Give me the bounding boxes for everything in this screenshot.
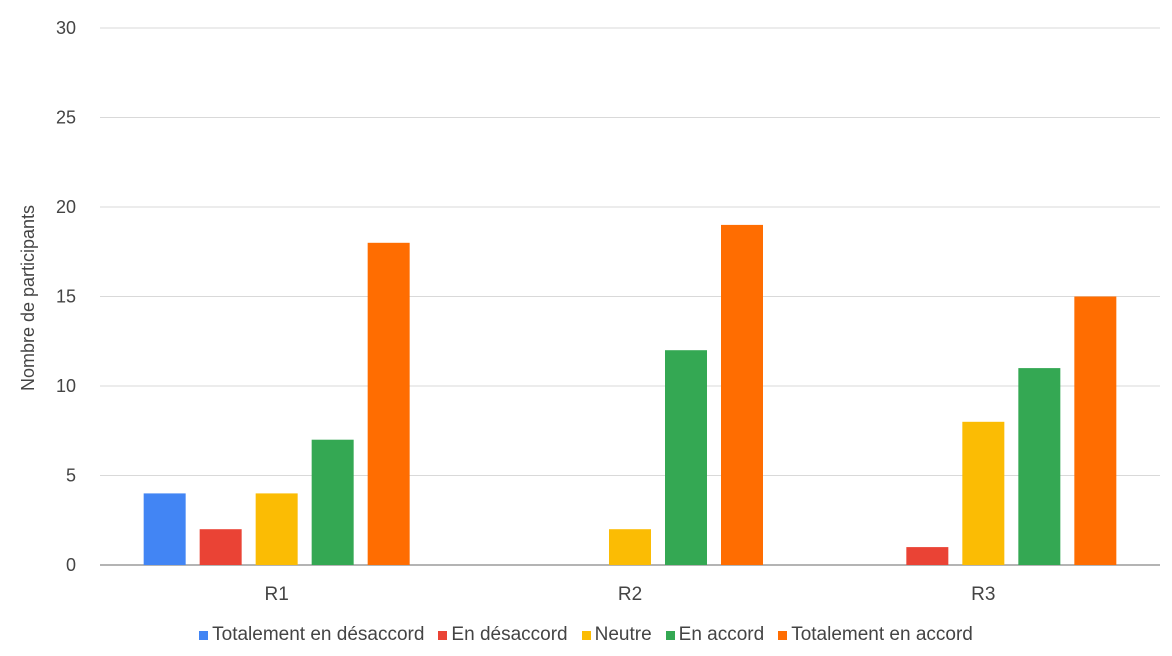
- x-axis-tick-labels: R1 R2 R3: [265, 584, 996, 605]
- legend-item: Totalement en désaccord: [199, 624, 424, 646]
- legend-swatch: [581, 630, 591, 640]
- bar: [962, 421, 1005, 565]
- y-tick-label: 0: [66, 555, 76, 575]
- bar: [143, 493, 186, 565]
- legend-swatch: [438, 630, 448, 640]
- bar: [609, 529, 651, 565]
- legend-swatch: [778, 630, 788, 640]
- legend-label: Totalement en désaccord: [212, 624, 425, 645]
- legend-swatch: [199, 630, 209, 640]
- bar: [199, 529, 242, 565]
- bar: [906, 547, 949, 565]
- bar: [665, 350, 707, 565]
- bar: [1018, 368, 1061, 565]
- legend-item: Neutre: [581, 624, 652, 646]
- bars: [143, 224, 1117, 566]
- legend-label: Neutre: [594, 624, 652, 645]
- y-tick-label: 5: [66, 466, 76, 486]
- legend: Totalement en désaccord En désaccord Neutr…: [0, 622, 1172, 648]
- y-tick-label: 25: [56, 108, 76, 128]
- x-tick-label: R3: [971, 584, 995, 605]
- legend-swatch: [665, 630, 675, 640]
- legend-item: En accord: [665, 624, 765, 646]
- legend-label: En désaccord: [451, 624, 568, 645]
- x-tick-label: R2: [618, 584, 642, 605]
- bar: [255, 493, 298, 565]
- bar: [1074, 296, 1117, 565]
- bar: [311, 439, 354, 565]
- legend-label: Totalement en accord: [791, 624, 973, 645]
- y-tick-label: 15: [56, 287, 76, 307]
- y-axis-tick-labels: 0 5 10 15 20 25 30: [56, 18, 76, 575]
- bar-chart: 0 5 10 15 20 25 30 R1 R2 R3 Nombre de participan…: [18, 18, 1160, 605]
- bar: [367, 242, 410, 566]
- legend-item: En désaccord: [438, 624, 568, 646]
- y-tick-label: 30: [56, 18, 76, 38]
- y-axis-label: Nombre de participants: [18, 205, 38, 391]
- bar: [721, 224, 763, 565]
- legend-item: Totalement en accord: [778, 624, 973, 646]
- y-tick-label: 20: [56, 197, 76, 217]
- x-tick-label: R1: [265, 584, 289, 605]
- y-tick-label: 10: [56, 376, 76, 396]
- legend-label: En accord: [678, 624, 765, 645]
